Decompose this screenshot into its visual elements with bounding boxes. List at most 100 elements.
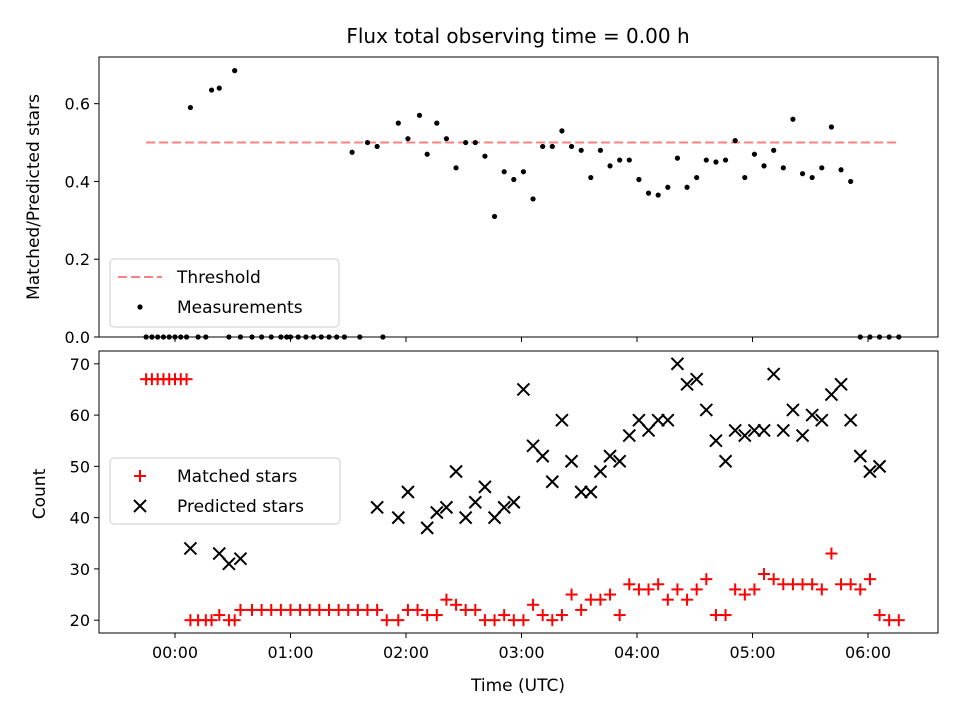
x-tick-label: 04:00 [614,643,660,662]
x-tick-label: 00:00 [152,643,198,662]
matched-star-point [844,578,857,591]
matched-star-point [604,588,617,601]
matched-star-point [450,598,463,611]
legend-predicted-swatch [133,499,147,513]
measurement-point [790,116,796,122]
predicted-star-point [689,372,704,386]
measurement-point [809,174,815,181]
measurement-point [703,157,709,163]
measurement-point [216,85,222,91]
matched-star-point [642,583,655,596]
legend-threshold-label: Threshold [176,268,261,288]
measurement-point [684,184,690,190]
matched-star-point [180,373,193,386]
matched-star-point [498,609,511,622]
matched-star-point [815,583,828,596]
predicted-star-point [651,413,665,427]
matched-star-point [555,609,568,622]
predicted-star-point [535,449,550,463]
bottom-legend: Matched stars Predicted stars [109,457,341,525]
legend-matched-label: Matched stars [177,467,297,487]
matched-star-point [623,578,636,591]
predicted-star-point [766,367,781,381]
matched-star-point [738,588,751,601]
matched-star-point [671,583,684,596]
measurement-point [636,176,642,183]
measurement-point [848,178,854,185]
bottom-y-tick-label: 30 [70,560,90,579]
top-y-tick-label: 0.0 [65,328,90,347]
predicted-star-point [863,464,877,479]
matched-star-point [440,593,453,606]
predicted-star-point [853,449,868,463]
bottom-y-tick-label: 50 [70,457,90,476]
bottom-y-tick-label: 70 [70,355,90,374]
predicted-star-point [834,377,848,392]
measurement-point [540,143,546,150]
predicted-star-point [391,510,406,525]
measurement-point [751,151,758,157]
matched-star-point [594,593,607,606]
x-tick-label: 02:00 [383,643,429,662]
matched-star-point [892,614,905,627]
predicted-star-point [699,403,714,417]
x-axis-label: Time (UTC) [470,676,565,696]
measurement-point [434,120,440,126]
predicted-star-point [420,521,434,535]
predicted-star-point [670,357,685,371]
matched-star-point [546,614,559,627]
measurement-point [626,157,632,163]
measurement-point [838,167,844,173]
top-y-axis-label: Matched/Predicted stars [24,94,44,300]
measurement-point [761,163,767,169]
predicted-star-point [795,428,810,443]
measurement-point [742,174,748,181]
matched-star-point [719,609,732,622]
measurement-point [694,174,700,181]
measurement-point [588,174,594,181]
matched-star-point [228,614,241,627]
matched-star-point [380,614,393,627]
predicted-star-point [449,464,463,479]
predicted-star-point [805,408,819,422]
measurement-point [549,143,555,150]
matched-star-point [469,603,482,616]
predicted-star-point [815,413,829,427]
measurement-point [453,165,459,171]
measurement-point [674,155,681,161]
legend-predicted-label: Predicted stars [177,497,304,517]
predicted-star-point [843,413,858,427]
predicted-star-point [401,485,415,499]
top-plot-area: 0.0 0.2 0.4 0.6 [65,56,939,347]
measurement-point [501,169,507,175]
matched-star-point [854,583,867,596]
matched-star-point [392,614,405,627]
matched-star-point [661,593,674,606]
predicted-star-point [439,500,454,515]
predicted-star-point [370,500,384,515]
matched-star-point [536,609,549,622]
predicted-star-point [776,423,791,438]
predicted-star-point [593,464,608,479]
matched-star-point [371,603,384,616]
matched-star-point [575,603,588,616]
predicted-star-point [612,454,627,468]
matched-star-point [863,573,876,586]
measurement-point [617,157,623,163]
predicted-star-point [718,454,733,468]
measurement-point [482,153,488,159]
measurement-point [732,138,738,144]
x-tick-label: 03:00 [498,643,544,662]
predicted-star-point [222,557,236,571]
bottom-y-tick-label: 60 [70,406,90,425]
measurement-point [187,104,193,111]
predicted-star-point [584,485,598,499]
matched-star-point [565,588,578,601]
bottom-y-axis-label: Count [30,468,50,519]
measurement-point [416,112,423,118]
predicted-star-point [603,449,617,463]
measurement-point [349,149,355,155]
legend-matched-swatch [134,470,146,482]
predicted-star-point [497,500,511,515]
matched-star-point [411,603,424,616]
